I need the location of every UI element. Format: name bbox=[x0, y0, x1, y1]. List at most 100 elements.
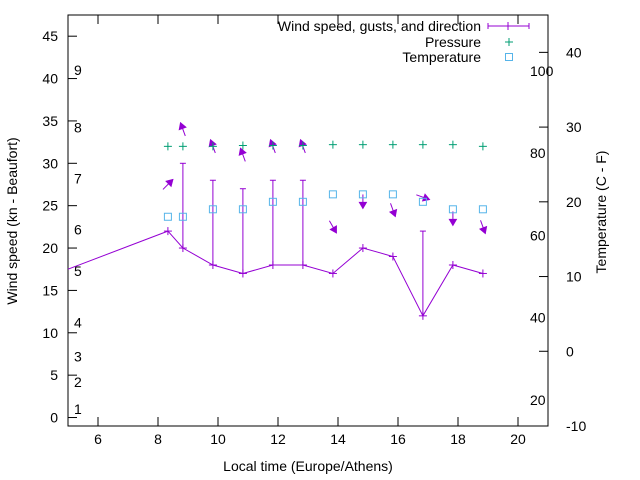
beaufort-label: 5 bbox=[74, 263, 82, 279]
pressure-point bbox=[328, 140, 337, 149]
y-tick-label: 25 bbox=[42, 198, 58, 214]
arrow-head bbox=[478, 225, 488, 235]
y2-axis-label: Temperature (C - F) bbox=[593, 151, 609, 274]
arrow-head bbox=[165, 178, 174, 188]
pressure-point bbox=[268, 141, 277, 150]
wind-direction-arrow bbox=[388, 203, 398, 218]
beaufort-label: 3 bbox=[74, 349, 82, 365]
x-axis-label: Local time (Europe/Athens) bbox=[223, 458, 393, 474]
wind-point bbox=[418, 311, 427, 320]
fahrenheit-label: 40 bbox=[530, 310, 546, 326]
arrow-head bbox=[178, 121, 187, 131]
legend: Wind speed, gusts, and directionPressure… bbox=[278, 18, 530, 65]
wind-direction-arrow bbox=[358, 194, 368, 210]
arrow-head bbox=[388, 208, 398, 218]
temperature-point bbox=[298, 197, 307, 206]
pressure-point bbox=[418, 140, 427, 149]
temperature-point bbox=[448, 205, 457, 214]
pressure-point bbox=[163, 142, 172, 151]
pressure-point bbox=[358, 140, 367, 149]
wind-point bbox=[178, 244, 187, 253]
beaufort-label: 2 bbox=[74, 374, 82, 390]
x-tick-label: 10 bbox=[210, 431, 226, 447]
wind-direction-arrow bbox=[238, 147, 247, 162]
wind-point bbox=[358, 244, 367, 253]
x-tick-label: 8 bbox=[154, 431, 162, 447]
legend-temperature-box bbox=[505, 53, 513, 61]
pressure-point bbox=[478, 142, 487, 151]
wind-direction-arrow bbox=[178, 121, 187, 137]
wind-point bbox=[388, 252, 397, 261]
x-tick-label: 18 bbox=[450, 431, 466, 447]
y-tick-label: 10 bbox=[42, 325, 58, 341]
y-tick-label: 45 bbox=[42, 28, 58, 44]
wind-speed-line bbox=[67, 230, 484, 317]
y2-tick-label: 10 bbox=[566, 269, 582, 285]
x-tick-label: 20 bbox=[510, 431, 526, 447]
wind-direction-arrow bbox=[416, 193, 431, 202]
pressure-point bbox=[388, 140, 397, 149]
plot-frame bbox=[67, 14, 549, 427]
wind-layer bbox=[67, 227, 487, 320]
x-tick-label: 16 bbox=[390, 431, 406, 447]
temperature-point bbox=[178, 212, 187, 221]
y2-tick-label: 30 bbox=[566, 119, 582, 135]
plot-border bbox=[67, 14, 549, 427]
temperature-point bbox=[163, 212, 172, 221]
y-tick-label: 40 bbox=[42, 71, 58, 87]
pressure-point bbox=[298, 141, 307, 150]
beaufort-label: 1 bbox=[74, 401, 82, 417]
temperature-point bbox=[238, 205, 247, 214]
wind-point bbox=[238, 269, 247, 278]
legend-label: Wind speed, gusts, and direction bbox=[278, 18, 481, 34]
arrow-head bbox=[358, 201, 368, 210]
fahrenheit-label: 60 bbox=[530, 227, 546, 243]
pressure-point bbox=[208, 142, 217, 151]
gust-layer bbox=[179, 162, 426, 316]
arrow-head bbox=[329, 225, 337, 234]
wind-point bbox=[328, 269, 337, 278]
y2-tick-label: -10 bbox=[566, 418, 586, 434]
fahrenheit-label: 100 bbox=[530, 63, 554, 79]
pressure-point bbox=[178, 142, 187, 151]
y-tick-label: 5 bbox=[50, 367, 58, 383]
y-tick-label: 30 bbox=[42, 155, 58, 171]
temperature-point bbox=[268, 197, 277, 206]
direction-arrow-layer bbox=[162, 121, 488, 235]
y2-tick-label: 0 bbox=[566, 343, 574, 359]
arrow-head bbox=[448, 218, 458, 227]
legend-label: Pressure bbox=[425, 34, 481, 50]
wind-direction-arrow bbox=[478, 220, 488, 235]
wind-point bbox=[478, 269, 487, 278]
beaufort-label: 6 bbox=[74, 221, 82, 237]
arrow-head bbox=[238, 147, 247, 156]
wind-direction-arrow bbox=[448, 211, 458, 227]
fahrenheit-label: 20 bbox=[530, 392, 546, 408]
tick-layer: 6 8 10 12 14 16 18 20051015202530354045-1001020… bbox=[42, 15, 586, 447]
wind-point bbox=[163, 227, 172, 236]
temperature-point bbox=[388, 190, 397, 199]
temperature-point bbox=[208, 205, 217, 214]
beaufort-label: 9 bbox=[74, 62, 82, 78]
y-tick-label: 0 bbox=[50, 410, 58, 426]
legend-label: Temperature bbox=[402, 49, 481, 65]
x-tick-label: 12 bbox=[270, 431, 286, 447]
wind-point bbox=[448, 260, 457, 269]
wind-direction-arrow bbox=[328, 220, 337, 234]
temperature-point bbox=[358, 190, 367, 199]
wind-direction-arrow bbox=[162, 178, 174, 190]
beaufort-label: 7 bbox=[74, 171, 82, 187]
y-tick-label: 35 bbox=[42, 113, 58, 129]
beaufort-label: 8 bbox=[74, 120, 82, 136]
temperature-layer bbox=[163, 190, 487, 221]
fahrenheit-label: 80 bbox=[530, 145, 546, 161]
x-tick-label: 6 bbox=[94, 431, 102, 447]
temperature-point bbox=[478, 205, 487, 214]
y2-tick-label: 20 bbox=[566, 194, 582, 210]
x-tick-label: 14 bbox=[330, 431, 346, 447]
temperature-point bbox=[418, 197, 427, 206]
pressure-point bbox=[238, 141, 247, 150]
pressure-point bbox=[448, 140, 457, 149]
y-tick-label: 20 bbox=[42, 240, 58, 256]
